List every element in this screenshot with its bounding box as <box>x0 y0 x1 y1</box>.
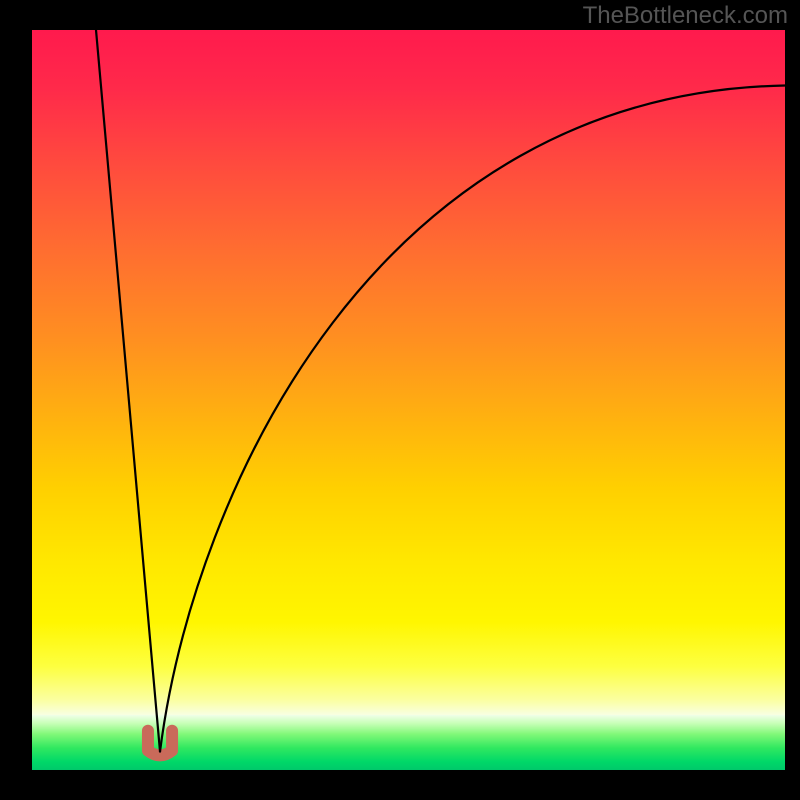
chart-root: TheBottleneck.com <box>0 0 800 800</box>
curve-layer <box>0 0 800 800</box>
watermark-text: TheBottleneck.com <box>583 2 788 30</box>
curve-right-branch <box>160 86 785 752</box>
curve-left-branch <box>96 30 160 752</box>
